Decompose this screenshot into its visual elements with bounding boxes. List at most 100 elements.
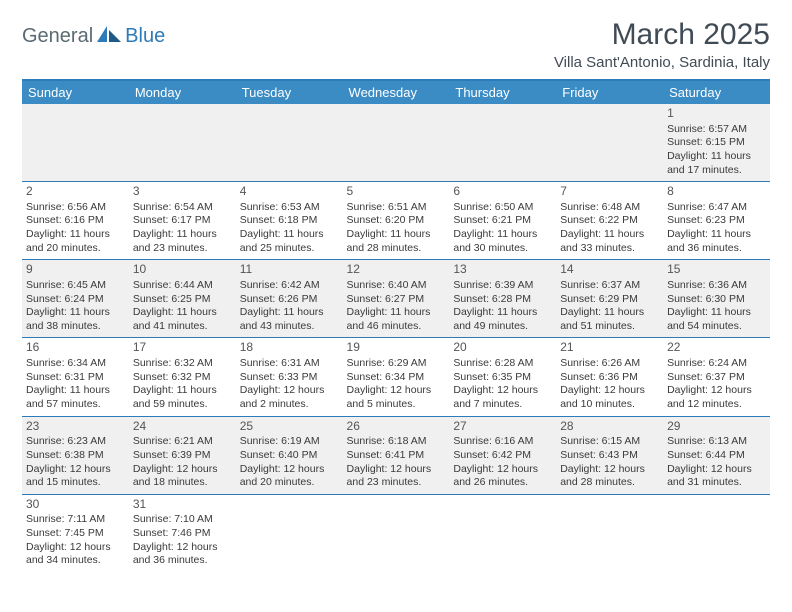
calendar-day-cell: 4Sunrise: 6:53 AMSunset: 6:18 PMDaylight… (236, 182, 343, 260)
sunset-line: Sunset: 6:34 PM (347, 371, 446, 385)
daylight-line-1: Daylight: 11 hours (667, 306, 766, 320)
day-number: 15 (667, 262, 766, 278)
dayhead-friday: Friday (556, 80, 663, 104)
sunrise-line: Sunrise: 6:32 AM (133, 357, 232, 371)
sunrise-line: Sunrise: 6:53 AM (240, 201, 339, 215)
sunset-line: Sunset: 6:28 PM (453, 293, 552, 307)
sunrise-line: Sunrise: 6:48 AM (560, 201, 659, 215)
daylight-line-2: and 23 minutes. (133, 242, 232, 256)
daylight-line-2: and 38 minutes. (26, 320, 125, 334)
daylight-line-2: and 36 minutes. (133, 554, 232, 568)
day-number: 27 (453, 419, 552, 435)
location-text: Villa Sant'Antonio, Sardinia, Italy (554, 54, 770, 71)
calendar-day-cell (22, 104, 129, 182)
sunrise-line: Sunrise: 6:18 AM (347, 435, 446, 449)
daylight-line-2: and 34 minutes. (26, 554, 125, 568)
sunrise-line: Sunrise: 6:39 AM (453, 279, 552, 293)
daylight-line-2: and 12 minutes. (667, 398, 766, 412)
sunset-line: Sunset: 6:18 PM (240, 214, 339, 228)
sunset-line: Sunset: 7:45 PM (26, 527, 125, 541)
daylight-line-2: and 49 minutes. (453, 320, 552, 334)
day-number: 20 (453, 340, 552, 356)
calendar-week-row: 23Sunrise: 6:23 AMSunset: 6:38 PMDayligh… (22, 416, 770, 494)
sunrise-line: Sunrise: 6:16 AM (453, 435, 552, 449)
sunset-line: Sunset: 6:31 PM (26, 371, 125, 385)
daylight-line-1: Daylight: 11 hours (26, 228, 125, 242)
sunrise-line: Sunrise: 6:26 AM (560, 357, 659, 371)
sunrise-line: Sunrise: 6:23 AM (26, 435, 125, 449)
day-number: 3 (133, 184, 232, 200)
daylight-line-1: Daylight: 12 hours (133, 463, 232, 477)
calendar-week-row: 1Sunrise: 6:57 AMSunset: 6:15 PMDaylight… (22, 104, 770, 182)
day-number: 10 (133, 262, 232, 278)
sunrise-line: Sunrise: 6:47 AM (667, 201, 766, 215)
daylight-line-1: Daylight: 11 hours (133, 228, 232, 242)
daylight-line-2: and 20 minutes. (26, 242, 125, 256)
day-number: 6 (453, 184, 552, 200)
day-number: 7 (560, 184, 659, 200)
daylight-line-1: Daylight: 11 hours (453, 306, 552, 320)
calendar-day-cell: 9Sunrise: 6:45 AMSunset: 6:24 PMDaylight… (22, 260, 129, 338)
sunset-line: Sunset: 6:29 PM (560, 293, 659, 307)
calendar-day-cell (449, 104, 556, 182)
calendar-day-cell: 6Sunrise: 6:50 AMSunset: 6:21 PMDaylight… (449, 182, 556, 260)
day-number: 24 (133, 419, 232, 435)
sunset-line: Sunset: 6:38 PM (26, 449, 125, 463)
daylight-line-1: Daylight: 12 hours (560, 384, 659, 398)
daylight-line-1: Daylight: 11 hours (26, 306, 125, 320)
sunset-line: Sunset: 6:27 PM (347, 293, 446, 307)
sunset-line: Sunset: 6:25 PM (133, 293, 232, 307)
daylight-line-2: and 7 minutes. (453, 398, 552, 412)
sunset-line: Sunset: 7:46 PM (133, 527, 232, 541)
sunset-line: Sunset: 6:16 PM (26, 214, 125, 228)
sunrise-line: Sunrise: 6:34 AM (26, 357, 125, 371)
sunset-line: Sunset: 6:41 PM (347, 449, 446, 463)
day-number: 22 (667, 340, 766, 356)
daylight-line-1: Daylight: 12 hours (26, 463, 125, 477)
calendar-day-cell: 21Sunrise: 6:26 AMSunset: 6:36 PMDayligh… (556, 338, 663, 416)
sunrise-line: Sunrise: 6:21 AM (133, 435, 232, 449)
calendar-day-cell: 26Sunrise: 6:18 AMSunset: 6:41 PMDayligh… (343, 416, 450, 494)
calendar-day-cell (129, 104, 236, 182)
calendar-day-cell (556, 104, 663, 182)
daylight-line-2: and 26 minutes. (453, 476, 552, 490)
sunset-line: Sunset: 6:17 PM (133, 214, 232, 228)
header: General Blue March 2025 Villa Sant'Anton… (22, 18, 770, 71)
calendar-day-cell: 17Sunrise: 6:32 AMSunset: 6:32 PMDayligh… (129, 338, 236, 416)
sunset-line: Sunset: 6:32 PM (133, 371, 232, 385)
calendar-day-cell: 8Sunrise: 6:47 AMSunset: 6:23 PMDaylight… (663, 182, 770, 260)
day-number: 11 (240, 262, 339, 278)
daylight-line-1: Daylight: 12 hours (667, 463, 766, 477)
calendar-week-row: 16Sunrise: 6:34 AMSunset: 6:31 PMDayligh… (22, 338, 770, 416)
daylight-line-2: and 54 minutes. (667, 320, 766, 334)
daylight-line-1: Daylight: 11 hours (347, 306, 446, 320)
calendar-day-cell: 24Sunrise: 6:21 AMSunset: 6:39 PMDayligh… (129, 416, 236, 494)
sunset-line: Sunset: 6:36 PM (560, 371, 659, 385)
title-block: March 2025 Villa Sant'Antonio, Sardinia,… (554, 18, 770, 71)
dayhead-thursday: Thursday (449, 80, 556, 104)
sunrise-line: Sunrise: 7:10 AM (133, 513, 232, 527)
calendar-day-cell: 18Sunrise: 6:31 AMSunset: 6:33 PMDayligh… (236, 338, 343, 416)
daylight-line-2: and 30 minutes. (453, 242, 552, 256)
day-number: 30 (26, 497, 125, 513)
sunrise-line: Sunrise: 6:57 AM (667, 123, 766, 137)
calendar-day-cell: 22Sunrise: 6:24 AMSunset: 6:37 PMDayligh… (663, 338, 770, 416)
calendar-day-cell: 19Sunrise: 6:29 AMSunset: 6:34 PMDayligh… (343, 338, 450, 416)
daylight-line-2: and 51 minutes. (560, 320, 659, 334)
daylight-line-1: Daylight: 12 hours (133, 541, 232, 555)
calendar-week-row: 9Sunrise: 6:45 AMSunset: 6:24 PMDaylight… (22, 260, 770, 338)
daylight-line-1: Daylight: 11 hours (667, 150, 766, 164)
calendar-day-cell: 23Sunrise: 6:23 AMSunset: 6:38 PMDayligh… (22, 416, 129, 494)
calendar-day-cell: 25Sunrise: 6:19 AMSunset: 6:40 PMDayligh… (236, 416, 343, 494)
calendar-day-cell: 31Sunrise: 7:10 AMSunset: 7:46 PMDayligh… (129, 494, 236, 572)
sunset-line: Sunset: 6:37 PM (667, 371, 766, 385)
sunrise-line: Sunrise: 6:15 AM (560, 435, 659, 449)
daylight-line-1: Daylight: 12 hours (347, 463, 446, 477)
day-number: 13 (453, 262, 552, 278)
daylight-line-2: and 59 minutes. (133, 398, 232, 412)
day-number: 28 (560, 419, 659, 435)
daylight-line-1: Daylight: 12 hours (453, 384, 552, 398)
daylight-line-2: and 28 minutes. (347, 242, 446, 256)
calendar-day-cell (343, 494, 450, 572)
daylight-line-1: Daylight: 11 hours (667, 228, 766, 242)
